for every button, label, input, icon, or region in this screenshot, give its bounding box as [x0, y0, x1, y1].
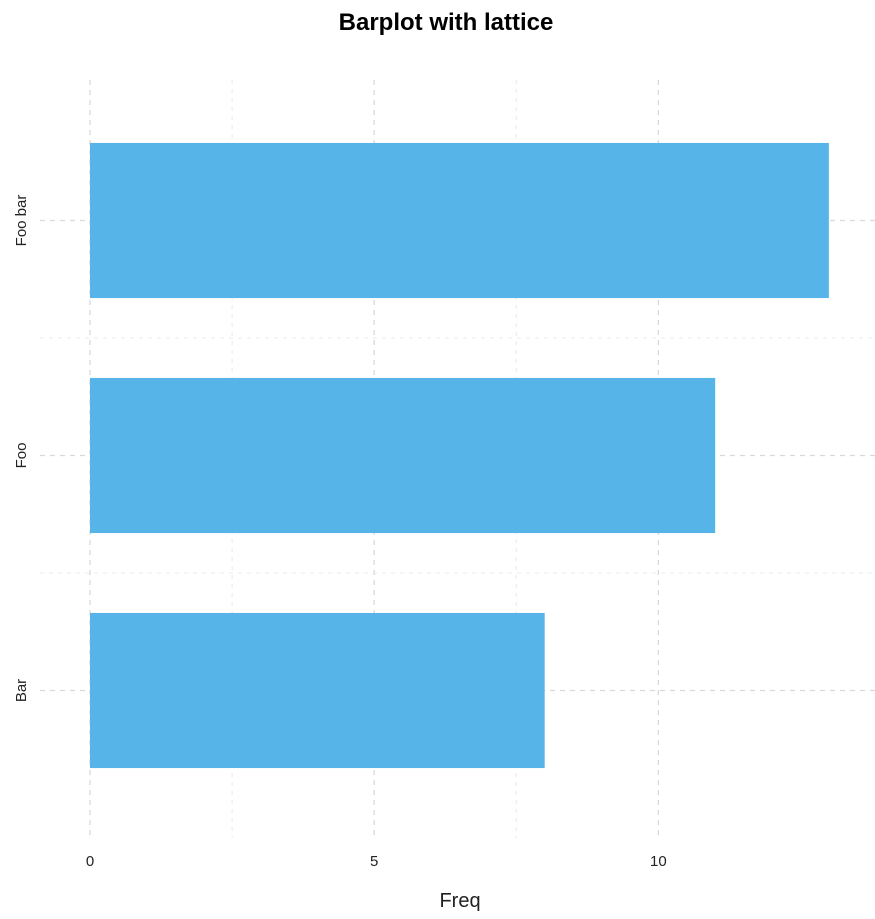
x-axis-ticks: 0 5 10	[86, 853, 667, 870]
x-tick-label: 10	[650, 853, 667, 870]
bars	[90, 142, 829, 769]
chart-title: Barplot with lattice	[339, 9, 554, 36]
bar-foo-bar	[90, 142, 829, 299]
y-tick-label: Foo	[13, 443, 30, 469]
x-axis-label: Freq	[439, 890, 480, 912]
y-tick-label: Bar	[13, 679, 30, 702]
x-tick-label: 5	[370, 853, 378, 870]
y-tick-label: Foo bar	[13, 195, 30, 247]
bar-foo	[90, 377, 716, 534]
x-tick-label: 0	[86, 853, 94, 870]
y-axis-ticks: Bar Foo Foo bar	[13, 195, 30, 703]
bar-bar	[90, 612, 545, 769]
